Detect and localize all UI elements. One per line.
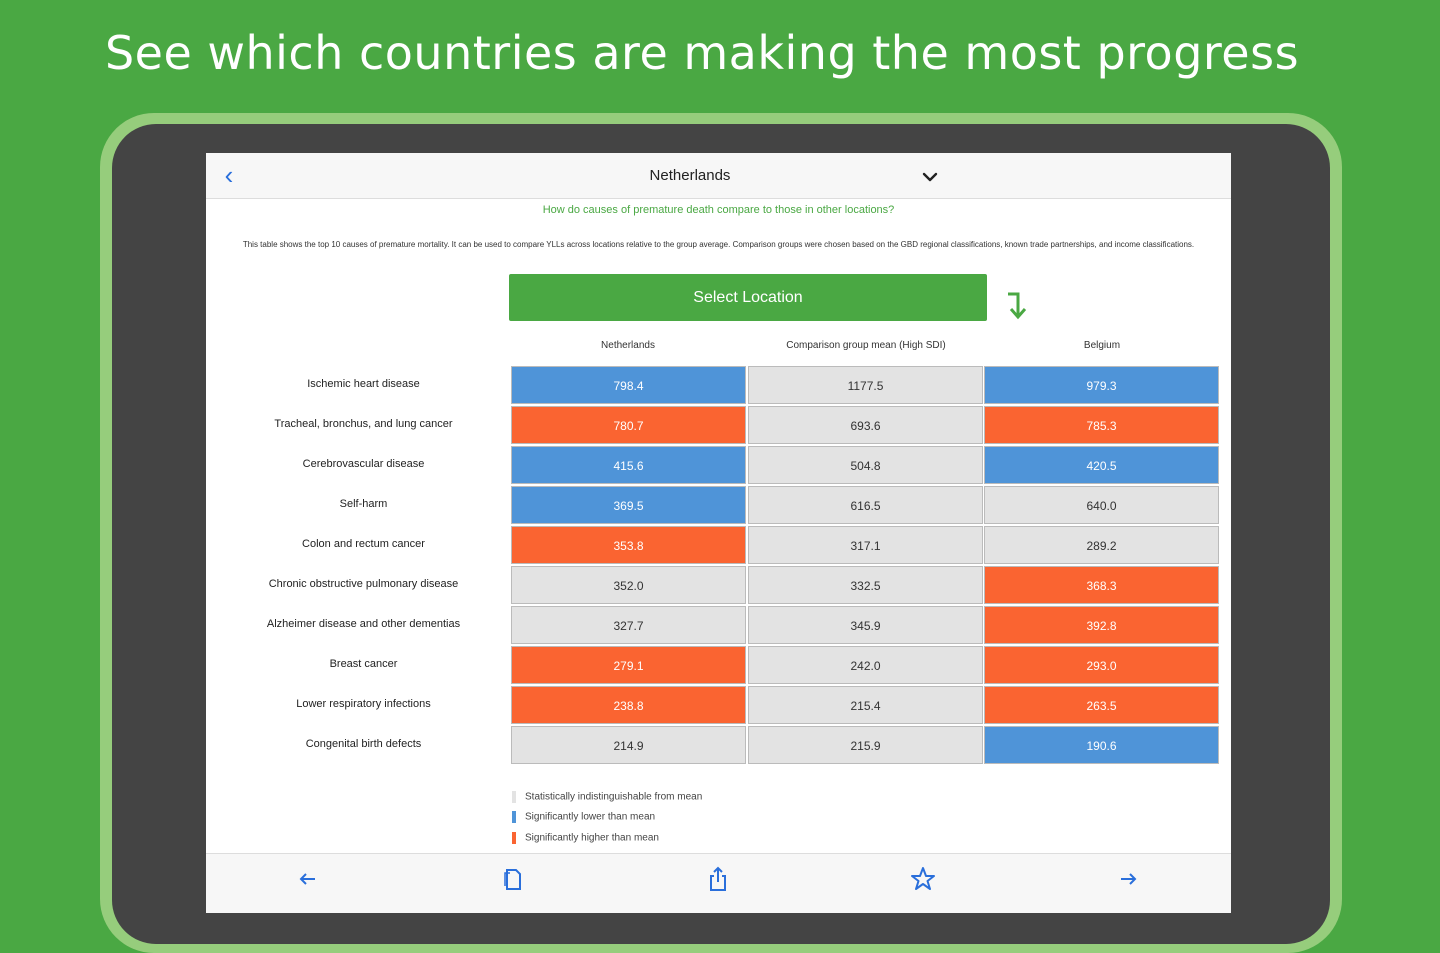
table-cell: 616.5 <box>748 486 983 524</box>
document-icon[interactable] <box>498 864 528 894</box>
location-title[interactable]: Netherlands <box>649 167 731 184</box>
row-label: Self-harm <box>339 498 388 510</box>
table-cell: 353.8 <box>511 526 746 564</box>
table-cell: 215.9 <box>748 726 983 764</box>
table-cell: 420.5 <box>984 446 1219 484</box>
table-cell: 345.9 <box>748 606 983 644</box>
table-cell: 289.2 <box>984 526 1219 564</box>
table-cell: 332.5 <box>748 566 983 604</box>
forward-arrow-icon[interactable] <box>1113 864 1143 894</box>
back-chevron-icon[interactable]: ‹ <box>224 160 234 190</box>
table-cell: 504.8 <box>748 446 983 484</box>
table-cell: 190.6 <box>984 726 1219 764</box>
column-header-belgium: Belgium <box>1083 340 1121 351</box>
question-heading: How do causes of premature death compare… <box>542 204 895 216</box>
legend-item-lower: Significantly lower than mean <box>512 811 655 823</box>
legend-label-higher: Significantly higher than mean <box>525 832 659 844</box>
table-cell: 415.6 <box>511 446 746 484</box>
table-cell: 798.4 <box>511 366 746 404</box>
star-icon[interactable] <box>908 864 938 894</box>
headline: See which countries are making the most … <box>104 26 1300 80</box>
legend-swatch-neutral <box>512 791 516 803</box>
legend-item-neutral: Statistically indistinguishable from mea… <box>512 791 702 803</box>
row-label: Alzheimer disease and other dementias <box>266 618 461 630</box>
table-cell: 785.3 <box>984 406 1219 444</box>
table-cell: 279.1 <box>511 646 746 684</box>
back-arrow-icon[interactable] <box>293 864 323 894</box>
table-cell: 317.1 <box>748 526 983 564</box>
navigation-bar: ‹ Netherlands <box>206 153 1231 199</box>
table-cell: 214.9 <box>511 726 746 764</box>
select-location-button[interactable]: Select Location <box>509 274 987 321</box>
table-cell: 215.4 <box>748 686 983 724</box>
legend-item-higher: Significantly higher than mean <box>512 832 659 844</box>
legend-swatch-higher <box>512 832 516 844</box>
table-cell: 693.6 <box>748 406 983 444</box>
table-cell: 1177.5 <box>748 366 983 404</box>
table-description: This table shows the top 10 causes of pr… <box>242 240 1195 249</box>
legend-label-lower: Significantly lower than mean <box>525 811 656 823</box>
table-cell: 293.0 <box>984 646 1219 684</box>
row-label: Breast cancer <box>329 658 398 670</box>
table-cell: 263.5 <box>984 686 1219 724</box>
row-label: Colon and rectum cancer <box>302 538 425 550</box>
column-header-comparison-mean: Comparison group mean (High SDI) <box>786 340 946 351</box>
chevron-down-icon[interactable] <box>918 165 942 189</box>
row-label: Tracheal, bronchus, and lung cancer <box>274 418 453 430</box>
table-cell: 238.8 <box>511 686 746 724</box>
app-screen: ‹ Netherlands How do causes of premature… <box>206 153 1231 913</box>
table-cell: 369.5 <box>511 486 746 524</box>
row-label: Ischemic heart disease <box>307 378 420 390</box>
column-header-netherlands: Netherlands <box>601 340 655 351</box>
table-cell: 327.7 <box>511 606 746 644</box>
table-cell: 368.3 <box>984 566 1219 604</box>
bottom-toolbar <box>206 853 1231 913</box>
table-cell: 640.0 <box>984 486 1219 524</box>
legend-label-neutral: Statistically indistinguishable from mea… <box>525 791 703 803</box>
legend-swatch-lower <box>512 811 516 823</box>
table-cell: 979.3 <box>984 366 1219 404</box>
row-label: Lower respiratory infections <box>296 698 431 710</box>
row-label: Chronic obstructive pulmonary disease <box>268 578 459 590</box>
table-cell: 780.7 <box>511 406 746 444</box>
share-icon[interactable] <box>703 864 733 894</box>
table-cell: 392.8 <box>984 606 1219 644</box>
table-cell: 352.0 <box>511 566 746 604</box>
row-label: Cerebrovascular disease <box>302 458 425 470</box>
row-label: Congenital birth defects <box>305 738 422 750</box>
arrow-down-icon[interactable] <box>1004 291 1028 321</box>
table-cell: 242.0 <box>748 646 983 684</box>
